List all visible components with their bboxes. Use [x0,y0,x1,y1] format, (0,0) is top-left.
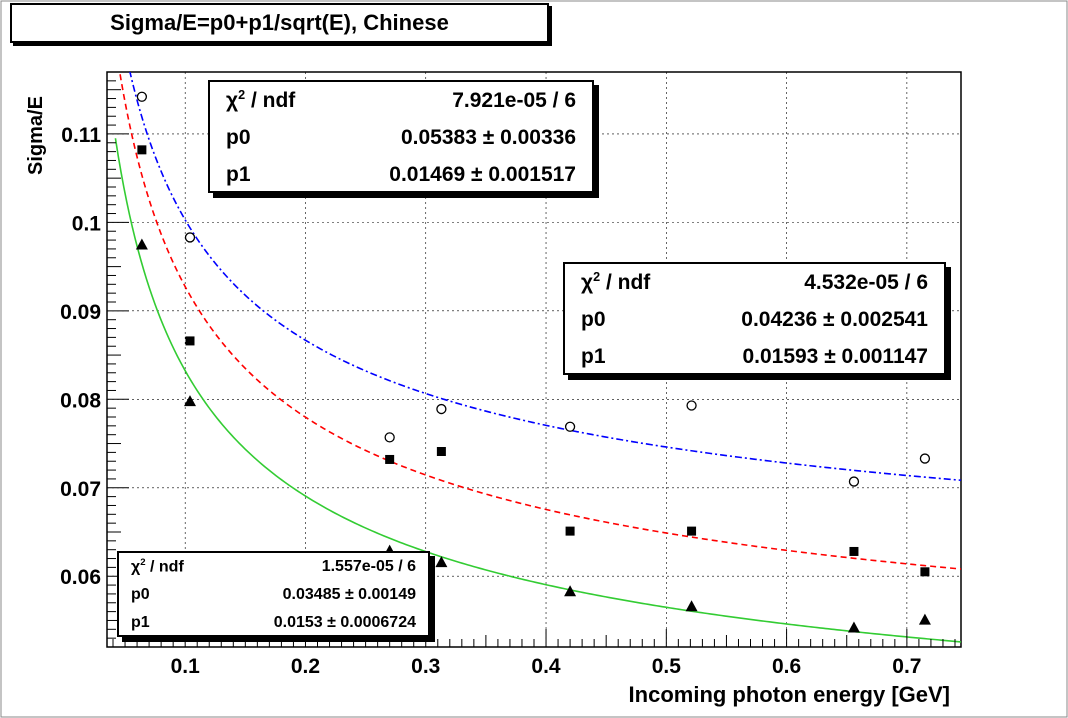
stat-row-chi2: χ2 / ndf 4.532e-05 / 6 [581,264,928,301]
data-point-triangle [135,238,148,250]
fit-curve-open-circle [129,72,961,482]
data-point-square [185,336,195,346]
stat-key: p1 [226,162,251,186]
stat-value: 4.532e-05 / 6 [804,270,928,294]
stat-key: p0 [226,125,251,149]
y-tick-label: 0.09 [60,301,101,324]
stat-value: 1.557e-05 / 6 [321,558,416,575]
data-point-circle [384,432,395,443]
stat-key: p0 [131,586,150,603]
fit-curve-filled-triangle [114,138,961,643]
data-point-triangle [183,395,196,407]
y-tick-label: 0.06 [60,566,101,589]
data-point-triangle [564,585,577,597]
stat-row-p1: p1 0.01593 ± 0.001147 [581,338,928,375]
stat-value: 0.01593 ± 0.001147 [742,344,928,368]
stat-value: 7.921e-05 / 6 [452,88,576,112]
x-tick-label: 0.5 [652,655,682,678]
stat-row-chi2: χ2 / ndf 7.921e-05 / 6 [226,82,576,119]
stat-value: 0.03485 ± 0.00149 [282,586,416,603]
data-point-circle [436,403,447,415]
chart-title: Sigma/E=p0+p1/sqrt(E), Chinese [10,3,549,43]
data-point-triangle [685,600,698,612]
stat-row-p1: p1 0.01469 ± 0.001517 [226,156,576,193]
stat-key: p1 [131,614,150,631]
stat-row-p0: p0 0.03485 ± 0.00149 [131,581,416,609]
stat-row-chi2: χ2 / ndf 1.557e-05 / 6 [131,553,416,581]
y-tick-label: 0.1 [72,212,102,235]
data-point-square [687,526,697,536]
y-tick-label: 0.07 [60,478,101,501]
data-point-triangle [435,556,448,568]
data-point-circle [184,232,196,243]
stat-key: χ2 / ndf [581,270,651,294]
y-tick-label: 0.11 [61,124,101,147]
stat-key: χ2 / ndf [226,88,296,112]
data-point-circle [136,91,148,102]
y-axis-label: Sigma/E [25,96,47,175]
stat-row-p0: p0 0.05383 ± 0.00336 [226,119,576,156]
stat-row-p0: p0 0.04236 ± 0.002541 [581,301,928,338]
stat-value: 0.04236 ± 0.002541 [741,307,928,331]
stat-value: 0.01469 ± 0.001517 [389,162,576,186]
data-point-circle [564,421,576,432]
fit-stats-box-2: χ2 / ndf 4.532e-05 / 6 p0 0.04236 ± 0.00… [563,262,946,375]
x-tick-label: 0.7 [892,655,921,678]
data-point-triangle [918,613,931,625]
y-tick-label: 0.08 [60,389,101,412]
data-point-square [436,447,446,456]
data-point-circle [686,400,697,411]
stat-value: 0.05383 ± 0.00336 [400,125,576,149]
x-tick-label: 0.4 [531,655,561,678]
x-tick-label: 0.6 [772,655,801,678]
data-point-square [920,567,930,577]
data-point-square [565,526,575,536]
fit-curves [114,72,961,643]
x-tick-label: 0.2 [291,655,320,678]
stat-row-p1: p1 0.0153 ± 0.0006724 [131,609,416,637]
x-tick-label: 0.1 [171,655,201,678]
data-point-triangle [847,621,860,633]
stat-key: p0 [581,307,606,331]
stat-value: 0.0153 ± 0.0006724 [273,614,416,631]
stat-key: χ2 / ndf [131,557,184,576]
data-point-circle [848,476,860,487]
fit-stats-box-3: χ2 / ndf 1.557e-05 / 6 p0 0.03485 ± 0.00… [117,551,430,637]
data-point-square [849,546,859,556]
fit-curve-filled-square [118,72,961,570]
data-point-square [385,454,395,464]
data-point-circle [919,453,931,464]
x-tick-label: 0.3 [411,655,440,678]
x-axis-label: Incoming photon energy [GeV] [628,682,950,707]
fit-stats-box-1: χ2 / ndf 7.921e-05 / 6 p0 0.05383 ± 0.00… [208,80,594,193]
data-point-square [137,145,147,155]
stat-key: p1 [581,344,606,368]
